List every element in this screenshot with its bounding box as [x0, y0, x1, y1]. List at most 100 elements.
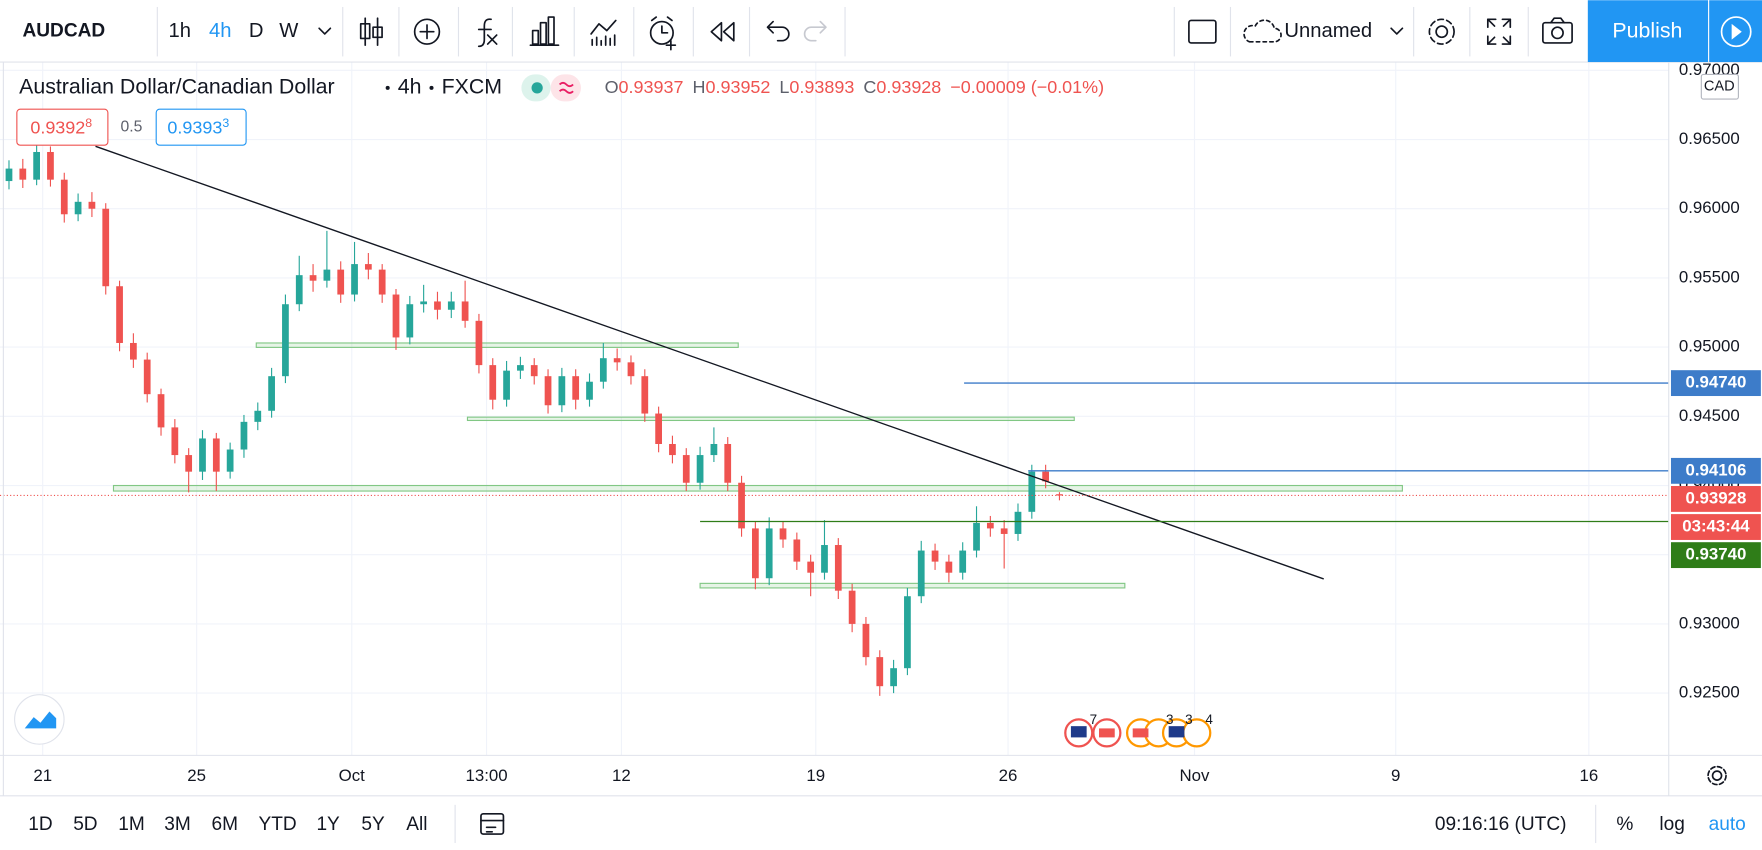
candle-body — [420, 301, 428, 305]
plot-area — [0, 143, 1669, 696]
ohlc-value: 0.93928 — [876, 77, 941, 97]
symbol[interactable]: AUDCAD — [22, 21, 105, 42]
candle-body — [226, 449, 234, 472]
y-tick-label: 0.94500 — [1679, 406, 1740, 425]
y-tick-label: 0.96500 — [1679, 129, 1740, 148]
candle-body — [613, 358, 621, 363]
axis-settings[interactable] — [1707, 765, 1727, 786]
chart-type-icon[interactable] — [359, 17, 383, 47]
ohlc-key: O — [605, 77, 619, 97]
financials-icon[interactable] — [590, 19, 617, 47]
candle-body — [74, 201, 82, 215]
range-button[interactable]: YTD — [258, 814, 296, 835]
range-button[interactable]: 5D — [73, 814, 97, 835]
interval-menu[interactable] — [318, 27, 332, 35]
sell-box[interactable] — [16, 108, 109, 146]
publish-button[interactable] — [1587, 0, 1709, 63]
legend-interval: 4h — [398, 75, 422, 99]
sell-price: 0.93928 — [30, 116, 92, 137]
alert-icon[interactable] — [649, 16, 677, 51]
stream-icon — [1720, 16, 1752, 48]
candle-body — [558, 376, 566, 406]
last-price-label: 0.93928 — [1685, 488, 1746, 507]
range-button[interactable]: 5Y — [361, 814, 385, 835]
fullscreen-icon[interactable] — [1486, 18, 1512, 45]
level-label-bg — [1670, 542, 1761, 569]
layout-menu[interactable] — [1390, 27, 1404, 35]
x-tick-label: 16 — [1579, 766, 1598, 785]
logo[interactable] — [14, 694, 65, 745]
candle-body — [88, 201, 96, 209]
candle-body — [876, 657, 884, 687]
flag — [1132, 728, 1149, 738]
candle-body — [268, 376, 275, 411]
data-status[interactable] — [550, 74, 581, 102]
buy-price: 0.93933 — [167, 116, 229, 137]
layout-icon[interactable] — [1188, 19, 1217, 44]
buy-box[interactable] — [155, 108, 247, 146]
candle-body — [489, 365, 497, 400]
interval[interactable]: D — [249, 20, 264, 42]
templates-icon[interactable] — [529, 16, 560, 47]
candle-body — [447, 301, 455, 310]
range-button[interactable]: 6M — [211, 814, 238, 835]
candle-body — [19, 168, 27, 180]
range-button[interactable]: 1D — [28, 814, 52, 835]
candle-body — [1056, 494, 1063, 496]
snapshot-icon[interactable] — [1542, 17, 1573, 44]
publish-label[interactable]: Publish — [1612, 18, 1682, 42]
candle-body — [862, 623, 870, 658]
clock: 09:16:16 (UTC) — [1435, 814, 1567, 835]
legend-dot — [385, 85, 390, 90]
sell-pip: 8 — [85, 116, 92, 130]
layout-name[interactable]: Unnamed — [1284, 20, 1372, 42]
event-count: 4 — [1205, 712, 1213, 727]
candle-body — [282, 304, 289, 377]
intervals: 1h 4h D W — [169, 20, 300, 42]
candle-body — [931, 550, 939, 562]
candle-body — [254, 410, 262, 422]
scale-option[interactable]: % — [1616, 814, 1633, 835]
bottom-bar: 1D 5D 1M 3M 6M YTD 1Y 5Y All 09:16:16 (UTC)% log au… — [28, 804, 1746, 844]
goto-date-icon[interactable] — [480, 812, 505, 835]
change: −0.00009 (−0.01%) — [950, 77, 1104, 97]
range-button[interactable]: 3M — [164, 814, 191, 835]
ohlc-key: C — [863, 77, 876, 97]
interval[interactable]: W — [279, 20, 299, 42]
candle-body — [517, 365, 524, 371]
y-tick-label: 0.95000 — [1679, 337, 1740, 356]
compare-icon[interactable] — [413, 18, 441, 45]
range-button[interactable]: 1M — [118, 814, 145, 835]
indicators-icon[interactable] — [477, 18, 498, 48]
candle-body — [323, 269, 331, 281]
level-label: 0.94740 — [1685, 373, 1746, 392]
scale-option[interactable]: auto — [1709, 814, 1746, 835]
range-button[interactable]: All — [406, 814, 427, 835]
logo-mark — [24, 711, 57, 729]
market-status-dot — [531, 82, 543, 94]
y-tick-label: 0.96000 — [1679, 198, 1740, 217]
ohlc-value: 0.93937 — [619, 77, 684, 97]
undo-icon[interactable] — [766, 20, 790, 42]
range-button[interactable]: 1Y — [316, 814, 340, 835]
candle-body — [157, 394, 165, 428]
redo-icon[interactable] — [803, 20, 827, 42]
currency-box[interactable] — [1700, 73, 1739, 100]
candle-body — [904, 596, 911, 669]
x-tick-label: 21 — [33, 766, 52, 785]
level-label-bg — [1670, 457, 1761, 484]
scale-option[interactable]: log — [1659, 814, 1684, 835]
replay-icon[interactable] — [710, 21, 735, 42]
candle-body — [599, 358, 607, 382]
flag — [1070, 726, 1087, 738]
interval[interactable]: 1h — [169, 20, 192, 42]
trendline — [95, 145, 1324, 580]
settings-icon[interactable] — [1428, 18, 1455, 45]
candle-body — [890, 668, 897, 687]
interval[interactable]: 4h — [209, 20, 232, 42]
